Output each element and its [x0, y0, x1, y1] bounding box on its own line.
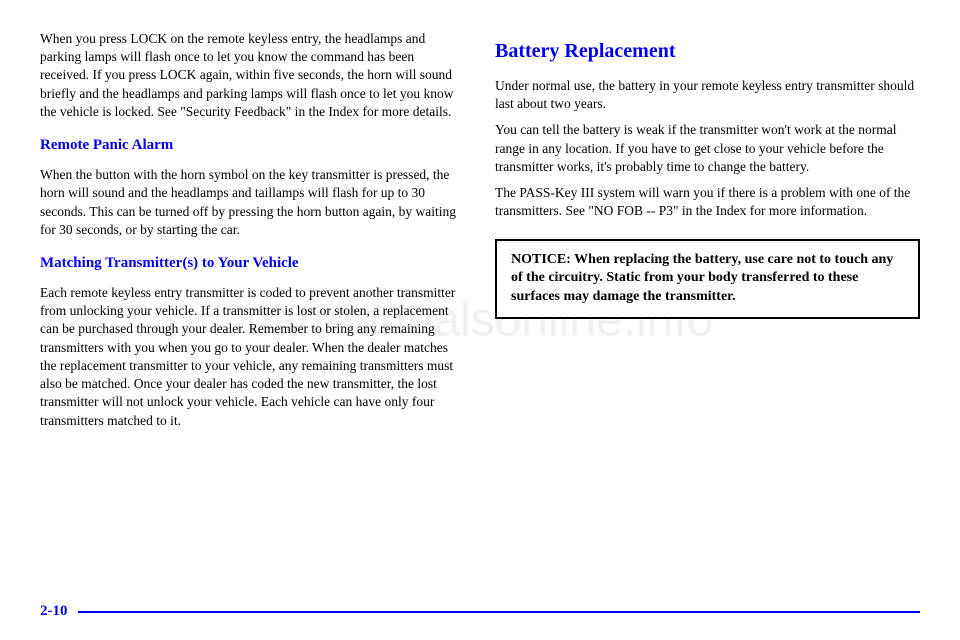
- matching-transmitters-body: Each remote keyless entry transmitter is…: [40, 284, 465, 430]
- remote-panic-alarm-heading: Remote Panic Alarm: [40, 137, 465, 154]
- lock-feedback-paragraph: When you press LOCK on the remote keyles…: [40, 30, 465, 121]
- footer-rule: [78, 611, 921, 613]
- battery-replacement-p3: The PASS-Key III system will warn you if…: [495, 184, 920, 220]
- page-footer: 2-10: [40, 603, 920, 620]
- battery-replacement-heading: Battery Replacement: [495, 40, 920, 63]
- battery-replacement-p1: Under normal use, the battery in your re…: [495, 77, 920, 113]
- notice-box: NOTICE: When replacing the battery, use …: [495, 239, 920, 320]
- remote-panic-alarm-body: When the button with the horn symbol on …: [40, 166, 465, 239]
- notice-label: NOTICE:: [511, 252, 571, 267]
- page-container: When you press LOCK on the remote keyles…: [0, 0, 960, 640]
- battery-replacement-p2: You can tell the battery is weak if the …: [495, 121, 920, 176]
- page-number: 2-10: [40, 603, 68, 620]
- notice-body-text: NOTICE: When replacing the battery, use …: [511, 251, 904, 308]
- right-column: Battery Replacement Under normal use, th…: [495, 30, 920, 580]
- two-column-layout: When you press LOCK on the remote keyles…: [40, 30, 920, 580]
- matching-transmitters-heading: Matching Transmitter(s) to Your Vehicle: [40, 255, 465, 272]
- left-column: When you press LOCK on the remote keyles…: [40, 30, 465, 580]
